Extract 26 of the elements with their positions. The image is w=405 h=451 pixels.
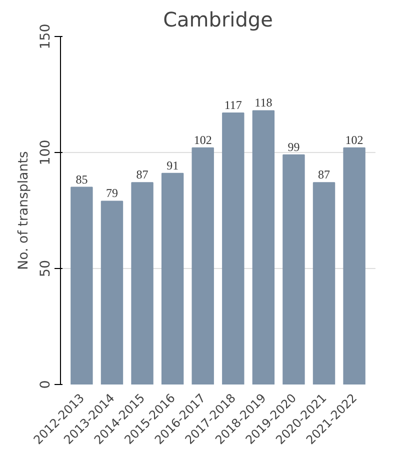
bar [192, 147, 214, 384]
data-label: 91 [166, 158, 179, 172]
bar [161, 172, 184, 384]
data-label: 117 [224, 98, 242, 112]
bar [252, 110, 275, 384]
y-axis-title: No. of transplants [16, 151, 32, 270]
y-tick-label: 100 [38, 140, 54, 166]
chart-title: Cambridge [163, 8, 273, 32]
bar [70, 186, 93, 384]
bar [312, 182, 336, 384]
data-label: 87 [318, 168, 330, 182]
data-label: 102 [345, 132, 364, 147]
bar [282, 154, 305, 384]
bar [100, 200, 124, 384]
bar [131, 182, 154, 384]
y-tick-label: 0 [38, 380, 54, 389]
data-label: 85 [76, 172, 88, 186]
data-label: 102 [194, 132, 212, 147]
y-tick-label: 50 [38, 260, 54, 277]
data-label: 118 [254, 96, 272, 110]
data-label: 87 [136, 168, 148, 182]
bar [343, 147, 366, 384]
data-label: 79 [106, 186, 118, 200]
data-label: 99 [288, 140, 300, 154]
bar [222, 112, 244, 384]
y-tick-label: 150 [38, 24, 54, 50]
